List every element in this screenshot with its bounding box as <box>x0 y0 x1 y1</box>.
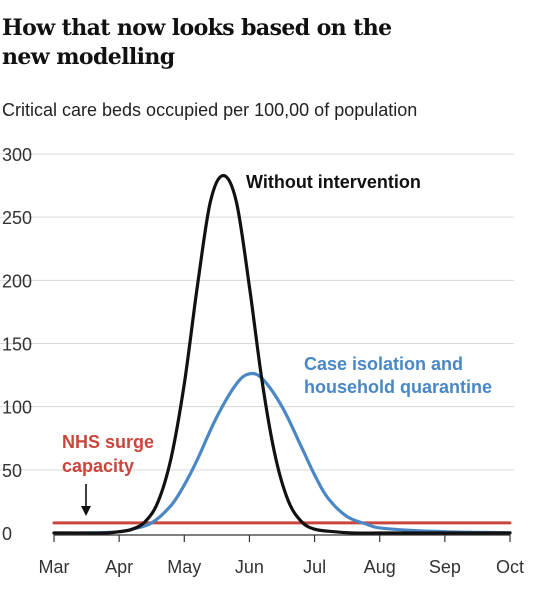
chart-title: How that now looks based on the new mode… <box>2 15 392 70</box>
y-tick-label: 50 <box>2 461 22 481</box>
x-axis: Mar Apr May Jun Jul Aug Sep Oct <box>39 534 524 577</box>
series-lines <box>52 173 512 535</box>
label-isolation-line2: household quarantine <box>304 377 492 397</box>
y-tick-label: 250 <box>2 208 32 228</box>
grid-lines <box>0 153 514 471</box>
label-without-intervention: Without intervention <box>246 172 421 192</box>
y-tick-label: 0 <box>2 524 12 544</box>
y-tick-labels: 0 50 100 150 200 250 300 <box>2 145 32 544</box>
label-nhs-line2: capacity <box>62 456 134 476</box>
y-tick-label: 150 <box>2 335 32 355</box>
x-tick-label: Oct <box>496 557 524 577</box>
label-isolation-line1: Case isolation and <box>304 354 463 374</box>
y-tick-label: 300 <box>2 145 32 165</box>
x-tick-label: Jun <box>235 557 264 577</box>
x-tick-label: Apr <box>105 557 133 577</box>
y-tick-label: 100 <box>2 398 32 418</box>
x-tick-label: Sep <box>429 557 461 577</box>
x-tick-label: Mar <box>39 557 70 577</box>
y-tick-label: 200 <box>2 271 32 291</box>
series-line-without-intervention <box>52 173 512 535</box>
series-line-case-isolation-and-household-quarantine <box>52 371 512 535</box>
x-tick-label: Aug <box>364 557 396 577</box>
nhs-arrow-icon <box>81 484 91 516</box>
x-tick-label: Jul <box>303 557 326 577</box>
x-tick-label: May <box>167 557 201 577</box>
label-nhs-line1: NHS surge <box>62 432 154 452</box>
chart-subtitle: Critical care beds occupied per 100,00 o… <box>2 100 418 120</box>
